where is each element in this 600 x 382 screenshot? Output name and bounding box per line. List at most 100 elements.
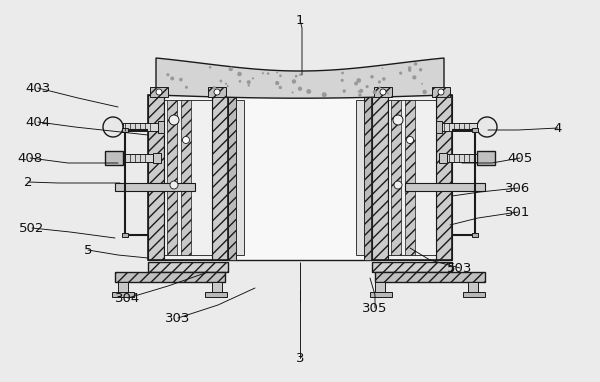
Circle shape xyxy=(247,80,251,84)
Circle shape xyxy=(343,89,346,93)
Text: 304: 304 xyxy=(115,291,140,304)
Circle shape xyxy=(394,181,402,189)
Circle shape xyxy=(408,69,412,72)
Circle shape xyxy=(292,79,296,84)
Circle shape xyxy=(387,92,389,94)
Text: 503: 503 xyxy=(448,262,473,275)
Circle shape xyxy=(438,89,444,95)
Bar xyxy=(364,95,372,260)
Circle shape xyxy=(378,80,381,84)
Circle shape xyxy=(299,73,302,76)
Bar xyxy=(167,100,177,255)
Circle shape xyxy=(358,93,362,97)
Text: 1: 1 xyxy=(296,13,304,26)
Bar xyxy=(442,123,477,131)
Circle shape xyxy=(407,136,413,144)
Circle shape xyxy=(170,181,178,189)
Circle shape xyxy=(278,86,282,89)
Circle shape xyxy=(262,72,264,74)
Bar xyxy=(388,95,436,260)
Circle shape xyxy=(359,89,363,93)
Circle shape xyxy=(295,75,298,78)
Circle shape xyxy=(220,79,223,83)
Text: 404: 404 xyxy=(25,115,50,128)
Circle shape xyxy=(379,86,380,88)
Bar xyxy=(236,100,244,255)
Bar xyxy=(472,128,478,132)
Bar xyxy=(375,272,485,282)
Text: 5: 5 xyxy=(84,243,92,256)
Circle shape xyxy=(185,86,188,89)
Bar xyxy=(115,183,195,191)
Circle shape xyxy=(166,73,170,76)
Circle shape xyxy=(237,72,242,76)
Text: 405: 405 xyxy=(508,152,533,165)
Circle shape xyxy=(341,79,344,82)
Bar xyxy=(118,282,128,292)
Circle shape xyxy=(239,80,241,83)
Circle shape xyxy=(358,91,360,93)
Circle shape xyxy=(227,85,229,87)
Circle shape xyxy=(169,115,179,125)
Text: 501: 501 xyxy=(505,206,530,219)
Bar xyxy=(148,262,228,272)
Text: 305: 305 xyxy=(362,301,388,314)
Circle shape xyxy=(275,81,280,85)
Bar xyxy=(477,151,495,165)
Bar xyxy=(123,154,153,162)
Circle shape xyxy=(298,87,302,91)
Bar xyxy=(374,87,392,97)
Circle shape xyxy=(414,62,418,66)
Bar xyxy=(468,282,478,292)
Bar xyxy=(156,262,220,272)
Circle shape xyxy=(213,86,216,89)
Bar xyxy=(372,262,452,272)
Bar xyxy=(105,151,123,165)
Text: 3: 3 xyxy=(296,351,304,364)
Bar xyxy=(123,123,158,131)
Bar xyxy=(405,183,485,191)
Bar xyxy=(405,100,415,255)
Circle shape xyxy=(380,89,386,95)
Circle shape xyxy=(422,90,427,94)
Circle shape xyxy=(341,71,344,74)
Bar xyxy=(122,128,128,132)
Circle shape xyxy=(412,75,416,79)
Bar xyxy=(391,100,401,255)
Bar xyxy=(375,282,385,292)
Circle shape xyxy=(248,84,250,87)
Bar xyxy=(228,95,372,260)
Bar xyxy=(356,100,364,255)
Polygon shape xyxy=(156,58,444,98)
Circle shape xyxy=(182,136,190,144)
Text: 303: 303 xyxy=(166,311,191,324)
Bar xyxy=(372,95,388,260)
Text: 4: 4 xyxy=(554,121,562,134)
Bar xyxy=(208,87,226,97)
Text: 408: 408 xyxy=(17,152,43,165)
Circle shape xyxy=(267,72,269,75)
Text: 306: 306 xyxy=(505,181,530,194)
Circle shape xyxy=(354,81,358,86)
Bar xyxy=(164,100,212,255)
Bar xyxy=(472,233,478,237)
Circle shape xyxy=(382,68,383,69)
Circle shape xyxy=(408,66,412,70)
Bar xyxy=(439,153,447,163)
Bar xyxy=(463,292,485,297)
Circle shape xyxy=(229,67,233,71)
Circle shape xyxy=(209,66,211,68)
Bar xyxy=(150,87,168,97)
Circle shape xyxy=(322,92,327,97)
Bar xyxy=(432,87,450,97)
Circle shape xyxy=(306,89,311,94)
Bar xyxy=(370,292,392,297)
Circle shape xyxy=(382,77,386,81)
Bar xyxy=(112,292,134,297)
Bar xyxy=(122,233,128,237)
Circle shape xyxy=(408,68,411,71)
Bar xyxy=(372,95,452,260)
Circle shape xyxy=(477,117,497,137)
Circle shape xyxy=(419,68,422,71)
Bar xyxy=(212,95,228,260)
